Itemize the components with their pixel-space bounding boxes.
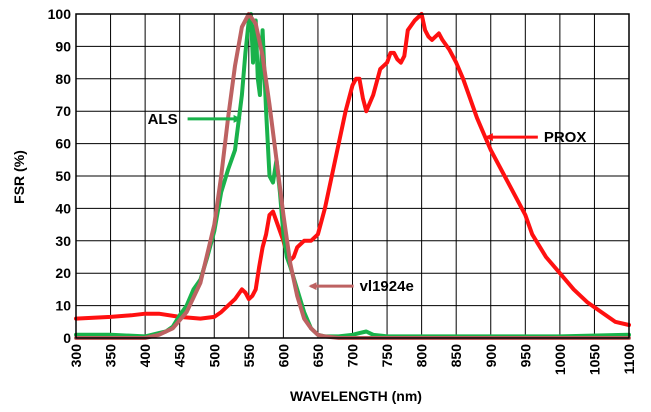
annotation-label-prox: PROX (544, 129, 587, 146)
x-tick-label-1000: 1000 (552, 344, 568, 375)
y-tick-label-0: 0 (63, 330, 71, 346)
y-axis-title: FSR (%) (11, 150, 27, 204)
plot-border (75, 13, 630, 339)
x-tick-label-800: 800 (414, 344, 430, 368)
x-tick-label-500: 500 (206, 344, 222, 368)
x-axis-title: WAVELENGTH (nm) (290, 388, 422, 404)
x-tick-label-550: 550 (241, 344, 257, 368)
x-tick-label-600: 600 (275, 344, 291, 368)
series-line-prox (74, 12, 631, 327)
plot-frame (75, 13, 630, 339)
annotations: ALS PROX vl1924e (148, 111, 587, 295)
y-tick-label-80: 80 (55, 71, 71, 87)
x-tick-label-1050: 1050 (586, 344, 602, 375)
x-tick-label-950: 950 (517, 344, 533, 368)
x-tick-label-900: 900 (483, 344, 499, 368)
y-tick-label-100: 100 (48, 6, 72, 22)
x-tick-label-450: 450 (172, 344, 188, 368)
y-tick-label-70: 70 (55, 103, 71, 119)
tick-labels: 0 10 20 30 40 50 60 70 80 90 100 300 350 400 450 500 550… (48, 6, 637, 375)
x-tick-label-1100: 1100 (621, 344, 637, 375)
grid-lines (75, 13, 630, 339)
y-tick-label-90: 90 (55, 38, 71, 54)
x-tick-label-400: 400 (137, 344, 153, 368)
annotation-label-als: ALS (148, 111, 178, 128)
y-tick-label-50: 50 (55, 168, 71, 184)
series-line-vl1924e (74, 12, 631, 340)
y-tick-label-60: 60 (55, 136, 71, 152)
x-tick-label-850: 850 (448, 344, 464, 368)
x-tick-label-750: 750 (379, 344, 395, 368)
series-lines (74, 12, 631, 340)
x-tick-label-700: 700 (345, 344, 361, 368)
x-tick-label-350: 350 (103, 344, 119, 368)
y-tick-label-30: 30 (55, 233, 71, 249)
x-tick-label-650: 650 (310, 344, 326, 368)
y-tick-label-10: 10 (55, 298, 71, 314)
y-tick-label-20: 20 (55, 265, 71, 281)
y-tick-label-40: 40 (55, 200, 71, 216)
annotation-label-vl1924e: vl1924e (360, 278, 414, 295)
x-tick-label-300: 300 (68, 344, 84, 368)
